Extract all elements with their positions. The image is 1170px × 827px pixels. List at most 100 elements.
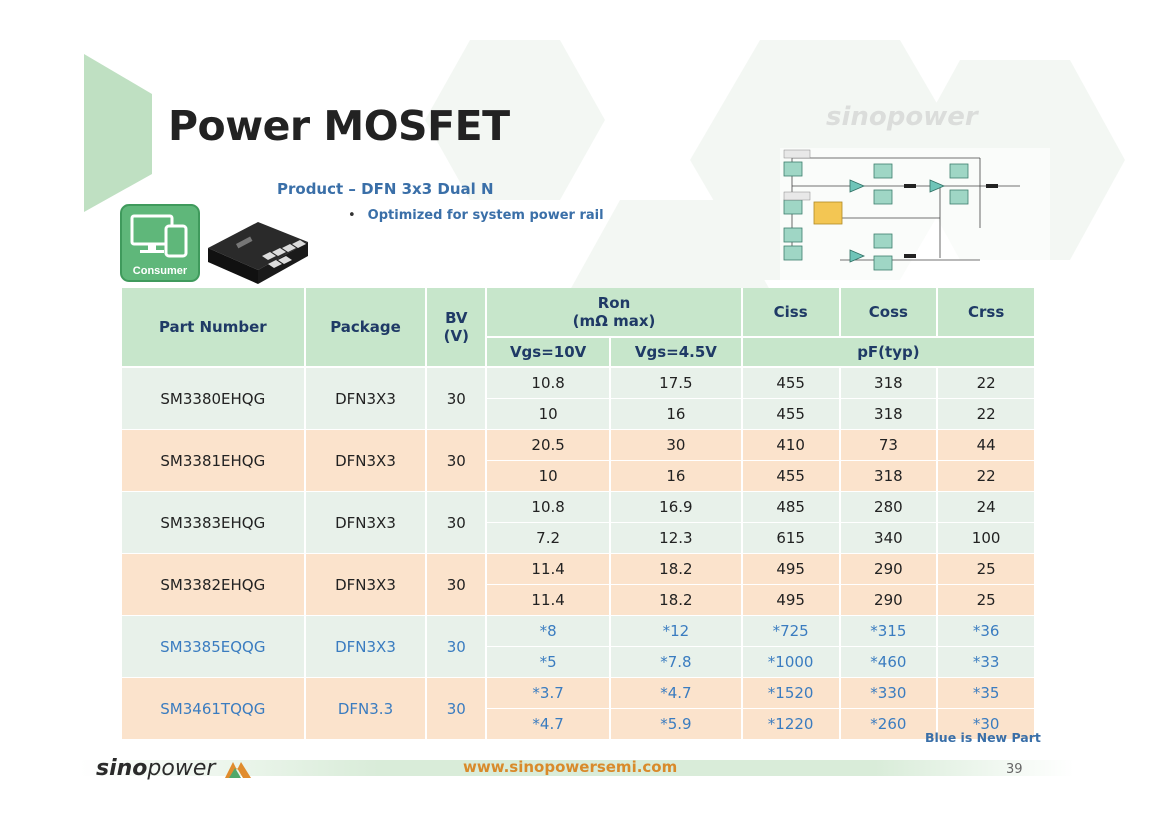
footer-bar <box>80 760 1074 776</box>
header-ron: Ron (mΩ max) <box>485 288 743 338</box>
feature-bullet-text: Optimized for system power rail <box>367 208 604 223</box>
header-coss: Coss <box>838 288 939 338</box>
cell-package: DFN3X3 <box>303 615 428 678</box>
cell-ciss: 455 <box>740 367 841 399</box>
cell-coss: 318 <box>838 367 939 399</box>
website-link[interactable]: www.sinopowersemi.com <box>463 758 678 776</box>
cell-ciss: 495 <box>740 584 841 616</box>
logo-power: power <box>147 756 216 781</box>
cell-package: DFN3X3 <box>303 491 428 554</box>
dfn-chip-image <box>208 222 308 284</box>
new-part-note: Blue is New Part <box>925 730 1041 745</box>
cell-crss: 22 <box>936 460 1036 492</box>
cell-part-number: SM3381EHQG <box>120 429 306 492</box>
header-bv-line2: (V) <box>443 327 469 345</box>
table-row: SM3381EHQG DFN3X3 30 20.5 30 410 73 44 <box>120 429 1036 492</box>
table-row: SM3383EHQG DFN3X3 30 10.8 16.9 485 280 24 <box>120 491 1036 554</box>
cell-package: DFN3X3 <box>303 367 428 430</box>
header-bv-line1: BV <box>445 309 468 327</box>
cell-ciss: *725 <box>740 615 841 647</box>
cell-ron-vgs10: *4.7 <box>485 708 611 740</box>
circuit-diagram-image <box>780 148 1050 280</box>
cell-bv: 30 <box>425 677 488 740</box>
cell-part-number: SM3382EHQG <box>120 553 306 616</box>
cell-ciss: 455 <box>740 460 841 492</box>
cell-package: DFN3.3 <box>303 677 428 740</box>
cell-ron-vgs45: 17.5 <box>609 367 743 399</box>
table-row: 11.4 18.2 495 290 25 <box>121 584 1036 616</box>
logo-sino: sino <box>96 756 148 781</box>
cell-bv: 30 <box>425 491 488 554</box>
cell-ron-vgs45: 16 <box>609 398 743 430</box>
cell-package: DFN3X3 <box>303 429 428 492</box>
cell-ron-vgs45: 12.3 <box>609 522 743 554</box>
feature-bullet: • Optimized for system power rail <box>348 208 604 223</box>
cell-ron-vgs45: 16.9 <box>609 491 743 523</box>
page-number: 39 <box>1006 762 1023 777</box>
cell-ron-vgs45: 30 <box>609 429 743 461</box>
cell-crss: 22 <box>936 398 1036 430</box>
header-package: Package <box>303 288 428 368</box>
cell-ron-vgs10: 10 <box>485 460 611 492</box>
sinopower-logo: sinopower <box>96 756 253 781</box>
cell-ciss: *1520 <box>740 677 841 709</box>
cell-coss: 290 <box>838 553 939 585</box>
cell-ron-vgs10: 10.8 <box>485 367 611 399</box>
cell-ciss: *1000 <box>740 646 841 678</box>
cell-part-number: SM3385EQQG <box>120 615 306 678</box>
cell-coss: *330 <box>838 677 939 709</box>
corner-accent-triangle <box>84 54 152 212</box>
cell-crss: 24 <box>936 491 1036 523</box>
header-bv: BV (V) <box>425 288 488 368</box>
header-part-number: Part Number <box>120 288 306 368</box>
cell-crss: *35 <box>936 677 1036 709</box>
table-row: SM3461TQQG DFN3.3 30 *3.7 *4.7 *1520 *330 *35 <box>120 677 1036 740</box>
cell-crss: *33 <box>936 646 1036 678</box>
cell-ron-vgs45: *5.9 <box>609 708 743 740</box>
cell-coss: 318 <box>838 460 939 492</box>
cell-coss: *260 <box>838 708 939 740</box>
cell-crss: *30 <box>936 708 1036 740</box>
cell-part-number: SM3383EHQG <box>120 491 306 554</box>
header-ron-line2: (mΩ max) <box>572 312 656 330</box>
cell-ron-vgs45: *12 <box>609 615 743 647</box>
cell-coss: 318 <box>838 398 939 430</box>
cell-ron-vgs45: *4.7 <box>609 677 743 709</box>
cell-part-number: SM3461TQQG <box>120 677 306 740</box>
cell-crss: 22 <box>936 367 1036 399</box>
table-row: SM3382EHQG DFN3X3 30 11.4 18.2 495 290 25 <box>120 553 1036 616</box>
cell-ciss: *1220 <box>740 708 841 740</box>
cell-ron-vgs45: 16 <box>609 460 743 492</box>
cell-crss: 25 <box>936 553 1036 585</box>
cell-ciss: 410 <box>740 429 841 461</box>
cell-ciss: 455 <box>740 398 841 430</box>
cell-crss: *36 <box>936 615 1036 647</box>
cell-coss: 73 <box>838 429 939 461</box>
cell-bv: 30 <box>425 553 488 616</box>
cell-coss: 280 <box>838 491 939 523</box>
consumer-label: Consumer <box>133 265 188 277</box>
cell-ron-vgs10: 7.2 <box>485 522 611 554</box>
cell-ron-vgs10: 10.8 <box>485 491 611 523</box>
table-row: 10 16 455 318 22 <box>121 460 1036 492</box>
header-vgs45: Vgs=4.5V <box>609 337 743 368</box>
page-title: Power MOSFET <box>168 102 510 150</box>
cell-ron-vgs45: 18.2 <box>609 584 743 616</box>
cell-ciss: 615 <box>740 522 841 554</box>
table-row: *4.7 *5.9 *1220 *260 *30 <box>121 708 1036 740</box>
cell-ron-vgs10: *3.7 <box>485 677 611 709</box>
logo-mark-icon <box>225 762 252 778</box>
cell-package: DFN3X3 <box>303 553 428 616</box>
cell-crss: 100 <box>936 522 1036 554</box>
watermark-logo: sinopower <box>826 102 978 132</box>
consumer-icon: Consumer <box>120 204 200 282</box>
cell-ron-vgs45: *7.8 <box>609 646 743 678</box>
cell-ron-vgs10: 11.4 <box>485 553 611 585</box>
cell-coss: 290 <box>838 584 939 616</box>
cell-ron-vgs10: *5 <box>485 646 611 678</box>
table-body: SM3380EHQG DFN3X3 30 10.8 17.5 455 318 22 10 16 45… <box>120 367 1036 740</box>
cell-bv: 30 <box>425 615 488 678</box>
product-subtitle: Product – DFN 3x3 Dual N <box>277 180 494 198</box>
cell-bv: 30 <box>425 367 488 430</box>
